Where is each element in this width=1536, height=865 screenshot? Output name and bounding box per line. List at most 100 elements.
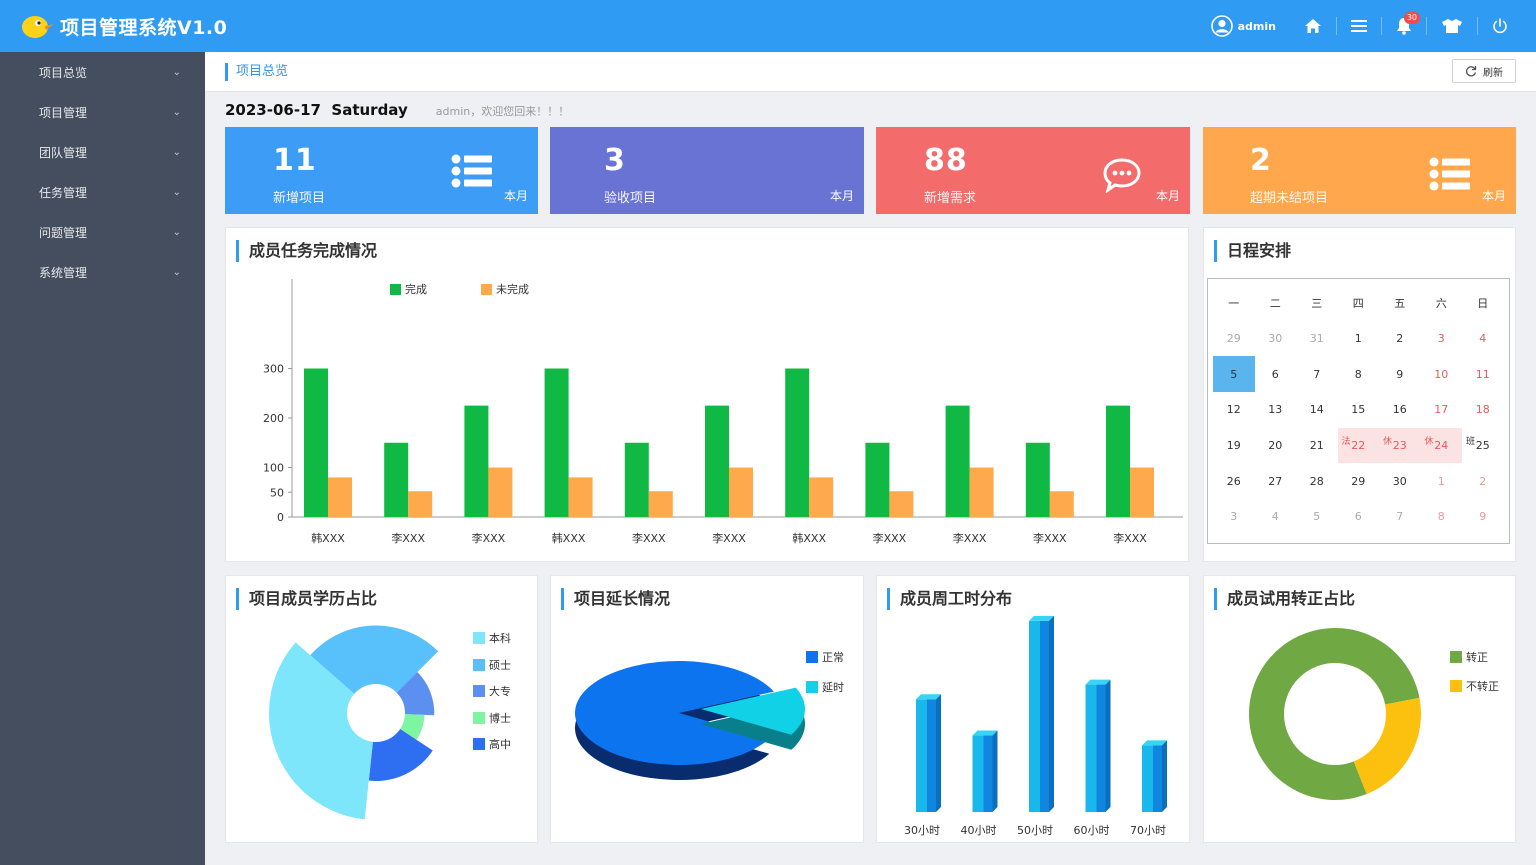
rose-slice[interactable]	[269, 642, 373, 820]
bar-undone[interactable]	[328, 477, 352, 517]
calendar-day[interactable]: 4	[1462, 321, 1504, 357]
legend-item[interactable]: 大专	[473, 678, 511, 705]
calendar-day[interactable]: 法 22	[1337, 427, 1379, 464]
sidebar-item-teams[interactable]: 团队管理 ⌄	[0, 132, 205, 172]
calendar-day[interactable]: 5	[1296, 499, 1338, 535]
bar-done[interactable]	[464, 405, 489, 517]
calendar-day[interactable]: 3	[1421, 321, 1463, 357]
calendar-day[interactable]: 9	[1462, 499, 1504, 535]
stat-card-overdue-projects[interactable]: 2 超期未结项目 本月	[1203, 127, 1516, 214]
calendar-day[interactable]: 6	[1255, 356, 1297, 392]
bar-done[interactable]	[624, 442, 649, 517]
rose-slice[interactable]	[310, 625, 439, 694]
calendar-day[interactable]: 2	[1379, 321, 1421, 357]
calendar-day[interactable]: 14	[1296, 392, 1338, 428]
calendar-day[interactable]: 10	[1421, 356, 1463, 392]
calendar-day[interactable]: 6	[1338, 499, 1380, 535]
calendar-day[interactable]: 21	[1296, 428, 1338, 464]
breadcrumb[interactable]: 项目总览	[225, 63, 288, 81]
legend-undone[interactable]: 未完成	[481, 281, 529, 297]
legend-item[interactable]: 本科	[473, 625, 511, 652]
bar-done[interactable]	[1106, 405, 1130, 517]
theme-button[interactable]	[1427, 0, 1477, 52]
calendar-day[interactable]: 12	[1213, 392, 1255, 428]
bar-undone[interactable]	[969, 467, 994, 518]
user-menu[interactable]: admin	[1197, 0, 1290, 52]
calendar-day[interactable]: 8	[1421, 499, 1463, 535]
calendar-day[interactable]: 30	[1379, 463, 1421, 499]
calendar-day[interactable]: 18	[1462, 392, 1504, 428]
calendar-day[interactable]: 班 25	[1462, 428, 1504, 464]
calendar-today[interactable]: 5	[1213, 356, 1255, 393]
bar-done[interactable]	[304, 368, 328, 518]
sidebar-item-projects[interactable]: 项目管理 ⌄	[0, 92, 205, 132]
bar-done[interactable]	[544, 368, 569, 518]
rose-slice[interactable]	[396, 671, 435, 716]
bar-undone[interactable]	[1049, 491, 1074, 517]
calendar-day[interactable]: 11	[1462, 356, 1504, 392]
bar-done[interactable]	[865, 442, 890, 517]
stat-card-accepted-projects[interactable]: 3 验收项目 本月	[550, 127, 864, 214]
bar-done[interactable]	[945, 405, 970, 517]
bar-undone[interactable]	[809, 477, 834, 517]
notifications-button[interactable]: 30	[1382, 0, 1426, 52]
stat-card-new-projects[interactable]: 11 新增项目 本月	[225, 127, 538, 214]
bar-undone[interactable]	[648, 491, 673, 517]
calendar-day[interactable]: 2	[1462, 463, 1504, 499]
calendar-day[interactable]: 4	[1255, 499, 1297, 535]
legend-done[interactable]: 完成	[390, 281, 427, 297]
legend-item[interactable]: 正常	[806, 642, 844, 672]
bar-done[interactable]	[384, 442, 409, 517]
bar-done[interactable]	[785, 368, 810, 518]
pie-slice-normal[interactable]	[575, 661, 774, 765]
calendar-day[interactable]: 19	[1213, 428, 1255, 464]
sidebar-item-overview[interactable]: 项目总览 ⌄	[0, 52, 205, 92]
bar-undone[interactable]	[568, 477, 593, 517]
rose-slice[interactable]	[400, 714, 425, 740]
sidebar-item-tasks[interactable]: 任务管理 ⌄	[0, 172, 205, 212]
legend-item[interactable]: 硕士	[473, 652, 511, 679]
calendar-day[interactable]: 29	[1338, 463, 1380, 499]
calendar-day[interactable]: 15	[1338, 392, 1380, 428]
legend-item[interactable]: 不转正	[1450, 671, 1499, 700]
legend-item[interactable]: 延时	[806, 672, 844, 702]
legend-item[interactable]: 转正	[1450, 642, 1499, 671]
calendar-day[interactable]: 31	[1296, 321, 1338, 357]
donut-slice-not-regular[interactable]	[1353, 697, 1421, 794]
rose-slice[interactable]	[368, 728, 433, 781]
legend-item[interactable]: 博士	[473, 705, 511, 732]
calendar-day[interactable]: 27	[1255, 463, 1297, 499]
bar-undone[interactable]	[729, 467, 753, 518]
bar-done[interactable]	[705, 405, 729, 517]
calendar-day[interactable]: 休 23	[1379, 427, 1421, 464]
calendar-day[interactable]: 3	[1213, 499, 1255, 535]
legend-item[interactable]: 高中	[473, 731, 511, 758]
calendar-day[interactable]: 8	[1338, 356, 1380, 392]
calendar-day[interactable]: 1	[1421, 463, 1463, 499]
menu-button[interactable]	[1337, 0, 1381, 52]
calendar-day[interactable]: 28	[1296, 463, 1338, 499]
bar-undone[interactable]	[889, 491, 914, 517]
sidebar-item-issues[interactable]: 问题管理 ⌄	[0, 212, 205, 252]
calendar-day[interactable]: 29	[1213, 321, 1255, 357]
stat-card-new-requirements[interactable]: 88 新增需求 本月	[876, 127, 1190, 214]
calendar-day[interactable]: 20	[1255, 428, 1297, 464]
calendar-day[interactable]: 7	[1296, 356, 1338, 392]
calendar-day[interactable]: 30	[1255, 321, 1297, 357]
calendar-day[interactable]: 9	[1379, 356, 1421, 392]
sidebar-item-system[interactable]: 系统管理 ⌄	[0, 252, 205, 292]
calendar-day[interactable]: 1	[1338, 321, 1380, 357]
donut-slice-regular[interactable]	[1249, 628, 1420, 800]
bar-done[interactable]	[1025, 442, 1050, 517]
calendar-day[interactable]: 7	[1379, 499, 1421, 535]
bar-undone[interactable]	[488, 467, 513, 518]
home-button[interactable]	[1290, 0, 1336, 52]
bar-undone[interactable]	[1130, 467, 1154, 518]
refresh-button[interactable]: 刷新	[1452, 59, 1516, 83]
bar-undone[interactable]	[408, 491, 433, 517]
calendar-day[interactable]: 休 24	[1420, 427, 1462, 464]
calendar-day[interactable]: 16	[1379, 392, 1421, 428]
calendar-day[interactable]: 26	[1213, 463, 1255, 499]
calendar-day[interactable]: 17	[1421, 392, 1463, 428]
pie-slice-delay[interactable]	[701, 687, 805, 735]
